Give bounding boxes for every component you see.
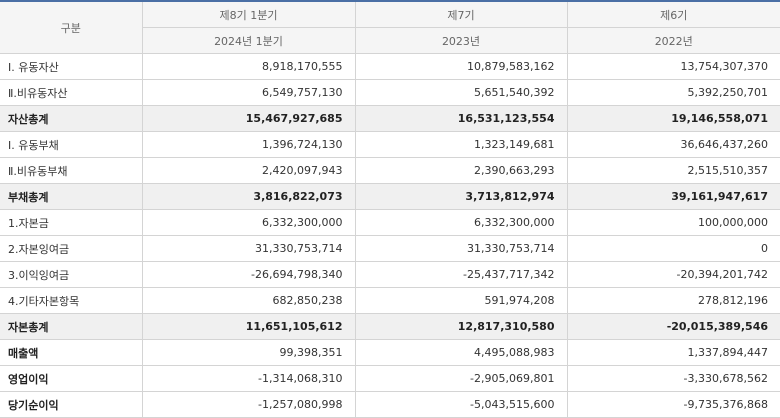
row-value: -20,015,389,546 (566, 313, 780, 340)
row-value: 36,646,437,260 (566, 131, 780, 158)
row-label: 매출액 (0, 339, 143, 366)
row-value: 5,392,250,701 (566, 79, 780, 106)
header-period-date: 2024년 1분기 (142, 27, 356, 54)
table-row-net-income: 당기순이익 -1,257,080,998 -5,043,515,600 -9,7… (0, 391, 780, 418)
row-value: 11,651,105,612 (141, 313, 356, 340)
row-value: 99,398,351 (141, 339, 356, 366)
row-label: 2.자본잉여금 (0, 235, 143, 262)
row-value: -1,257,080,998 (141, 391, 356, 418)
header-period-date: 2023년 (354, 27, 568, 54)
row-label: 자본총계 (0, 313, 143, 340)
row-value: -3,330,678,562 (566, 365, 780, 392)
row-label: 3.이익잉여금 (0, 261, 143, 288)
row-value: 12,817,310,580 (354, 313, 568, 340)
table-row-noncurrent-assets: Ⅱ.비유동자산 6,549,757,130 5,651,540,392 5,39… (0, 79, 780, 106)
header-category: 구분 (0, 1, 143, 54)
row-value: 39,161,947,617 (566, 183, 780, 210)
row-value: 8,918,170,555 (141, 53, 356, 80)
row-value: -26,694,798,340 (141, 261, 356, 288)
row-value: 1,396,724,130 (141, 131, 356, 158)
table-row-revenue: 매출액 99,398,351 4,495,088,983 1,337,894,4… (0, 339, 780, 366)
row-value: 3,816,822,073 (141, 183, 356, 210)
row-value: -2,905,069,801 (354, 365, 568, 392)
table-row-current-liabilities: Ⅰ. 유동부채 1,396,724,130 1,323,149,681 36,6… (0, 131, 780, 158)
row-value: 15,467,927,685 (141, 105, 356, 132)
header-period-date: 2022년 (566, 27, 780, 54)
row-value: 0 (566, 235, 780, 262)
row-value: 10,879,583,162 (354, 53, 568, 80)
row-label: 부채총계 (0, 183, 143, 210)
table-row-current-assets: Ⅰ. 유동자산 8,918,170,555 10,879,583,162 13,… (0, 53, 780, 80)
header-period-label: 제7기 (354, 1, 568, 28)
table-row-other-capital: 4.기타자본항목 682,850,238 591,974,208 278,812… (0, 287, 780, 314)
row-label: 자산총계 (0, 105, 143, 132)
row-value: 6,332,300,000 (141, 209, 356, 236)
table-row-retained-earnings: 3.이익잉여금 -26,694,798,340 -25,437,717,342 … (0, 261, 780, 288)
row-value: 2,390,663,293 (354, 157, 568, 184)
row-value: 31,330,753,714 (141, 235, 356, 262)
table-row-total-liabilities: 부채총계 3,816,822,073 3,713,812,974 39,161,… (0, 183, 780, 210)
table-row-operating-income: 영업이익 -1,314,068,310 -2,905,069,801 -3,33… (0, 365, 780, 392)
row-value: 6,549,757,130 (141, 79, 356, 106)
row-value: -5,043,515,600 (354, 391, 568, 418)
row-label: 영업이익 (0, 365, 143, 392)
row-value: 5,651,540,392 (354, 79, 568, 106)
table-row-capital-stock: 1.자본금 6,332,300,000 6,332,300,000 100,00… (0, 209, 780, 236)
row-label: Ⅱ.비유동자산 (0, 79, 143, 106)
row-value: 100,000,000 (566, 209, 780, 236)
row-value: 278,812,196 (566, 287, 780, 314)
row-value: 19,146,558,071 (566, 105, 780, 132)
row-label: 당기순이익 (0, 391, 143, 418)
table-row-total-assets: 자산총계 15,467,927,685 16,531,123,554 19,14… (0, 105, 780, 132)
row-label: 4.기타자본항목 (0, 287, 143, 314)
row-value: 1,337,894,447 (566, 339, 780, 366)
row-value: 591,974,208 (354, 287, 568, 314)
row-value: 31,330,753,714 (354, 235, 568, 262)
table-row-capital-surplus: 2.자본잉여금 31,330,753,714 31,330,753,714 0 (0, 235, 780, 262)
row-value: 4,495,088,983 (354, 339, 568, 366)
row-label: Ⅰ. 유동자산 (0, 53, 143, 80)
row-value: -1,314,068,310 (141, 365, 356, 392)
row-value: -20,394,201,742 (566, 261, 780, 288)
row-value: -9,735,376,868 (566, 391, 780, 418)
header-period-label: 제8기 1분기 (141, 1, 356, 28)
row-value: -25,437,717,342 (354, 261, 568, 288)
row-value: 13,754,307,370 (566, 53, 780, 80)
table-row-total-equity: 자본총계 11,651,105,612 12,817,310,580 -20,0… (0, 313, 780, 340)
row-value: 682,850,238 (141, 287, 356, 314)
row-value: 6,332,300,000 (354, 209, 568, 236)
row-label: 1.자본금 (0, 209, 143, 236)
header-period-label: 제6기 (566, 1, 780, 28)
header-row-periods: 구분 제8기 1분기 제7기 제6기 (0, 1, 780, 54)
row-label: Ⅰ. 유동부채 (0, 131, 143, 158)
row-label: Ⅱ.비유동부채 (0, 157, 143, 184)
table-row-noncurrent-liabilities: Ⅱ.비유동부채 2,420,097,943 2,390,663,293 2,51… (0, 157, 780, 184)
row-value: 16,531,123,554 (354, 105, 568, 132)
row-value: 3,713,812,974 (354, 183, 568, 210)
row-value: 2,420,097,943 (141, 157, 356, 184)
row-value: 1,323,149,681 (354, 131, 568, 158)
row-value: 2,515,510,357 (566, 157, 780, 184)
